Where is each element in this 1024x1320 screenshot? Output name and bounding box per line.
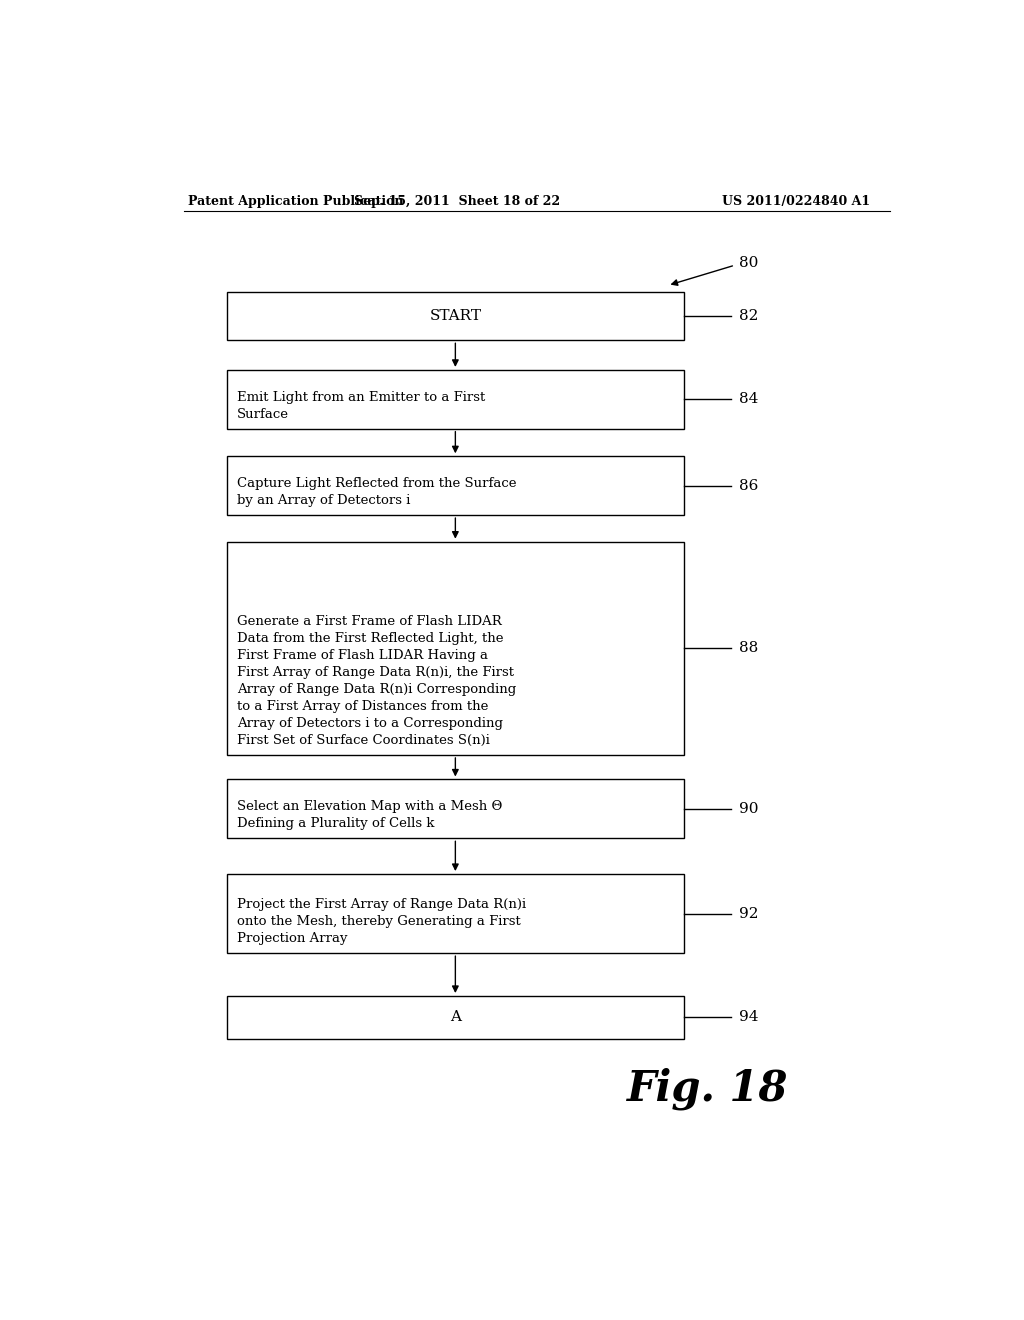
Text: 84: 84	[739, 392, 759, 407]
Text: 94: 94	[739, 1010, 759, 1024]
Bar	[227, 370, 684, 429]
Text: Patent Application Publication: Patent Application Publication	[187, 194, 403, 207]
Text: 82: 82	[739, 309, 759, 323]
Bar	[227, 995, 684, 1039]
Text: START: START	[429, 309, 481, 323]
Text: US 2011/0224840 A1: US 2011/0224840 A1	[722, 194, 870, 207]
Text: Generate a First Frame of Flash LIDAR
Data from the First Reflected Light, the
F: Generate a First Frame of Flash LIDAR Da…	[237, 615, 516, 747]
Text: Project the First Array of Range Data R(n)i
onto the Mesh, thereby Generating a : Project the First Array of Range Data R(…	[237, 898, 526, 945]
Text: 86: 86	[739, 479, 759, 492]
Text: 90: 90	[739, 801, 759, 816]
Bar	[227, 874, 684, 953]
Text: Sep. 15, 2011  Sheet 18 of 22: Sep. 15, 2011 Sheet 18 of 22	[354, 194, 560, 207]
Text: Fig. 18: Fig. 18	[627, 1067, 788, 1110]
Text: Select an Elevation Map with a Mesh Θ
Defining a Plurality of Cells k: Select an Elevation Map with a Mesh Θ De…	[237, 800, 502, 830]
Text: 92: 92	[739, 907, 759, 920]
Bar	[227, 457, 684, 515]
Text: Emit Light from an Emitter to a First
Surface: Emit Light from an Emitter to a First Su…	[237, 391, 485, 421]
Text: 80: 80	[739, 256, 759, 271]
Text: 88: 88	[739, 642, 759, 655]
Text: Capture Light Reflected from the Surface
by an Array of Detectors i: Capture Light Reflected from the Surface…	[237, 477, 516, 507]
Bar	[227, 779, 684, 838]
Bar	[227, 292, 684, 341]
Bar	[227, 541, 684, 755]
Text: A: A	[450, 1010, 461, 1024]
